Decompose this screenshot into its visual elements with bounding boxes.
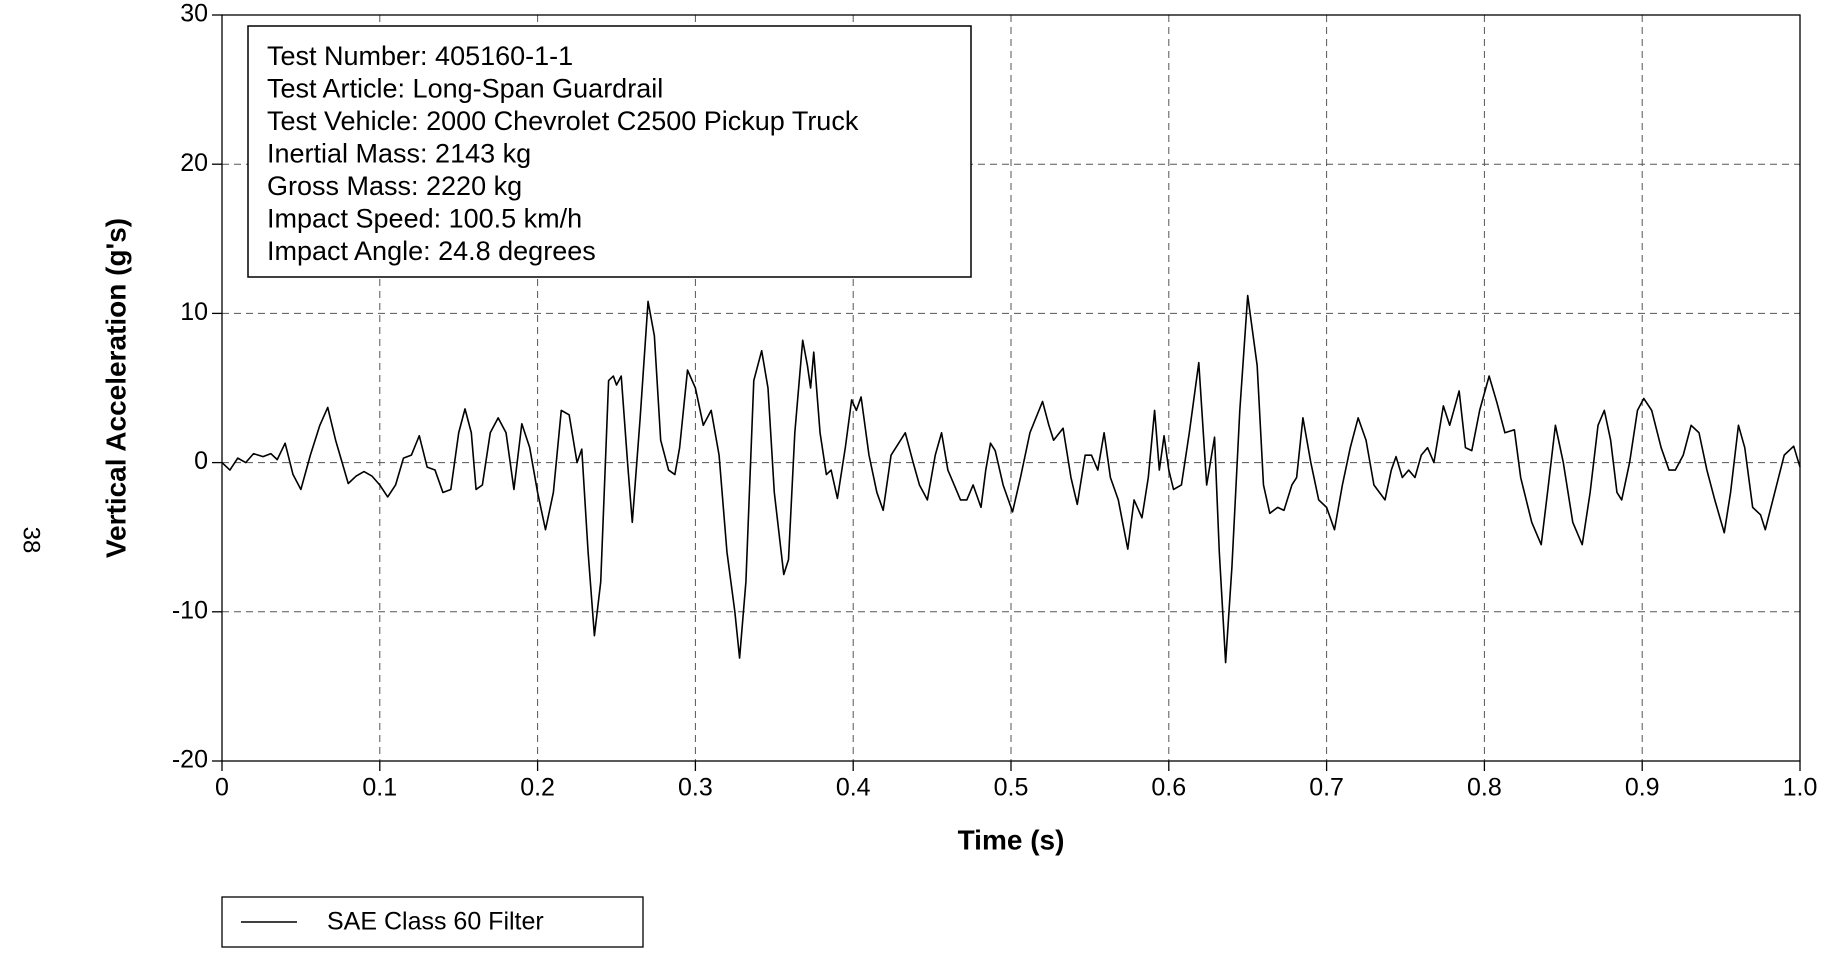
legend-label: SAE Class 60 Filter <box>327 908 544 936</box>
annotation: Gross Mass: 2220 kg <box>267 171 522 201</box>
info-box <box>247 25 972 278</box>
y-tick-label: 0 <box>194 447 208 475</box>
y-tick-label: 10 <box>180 298 208 326</box>
x-tick-label: 0.9 <box>1625 774 1660 802</box>
page-number: 38 <box>18 527 45 554</box>
y-tick-label: 30 <box>180 0 208 28</box>
x-tick-label: 0.1 <box>362 774 397 802</box>
annotation: Impact Speed: 100.5 km/h <box>267 204 582 234</box>
x-tick-label: 0.2 <box>520 774 555 802</box>
y-tick-label: -20 <box>172 746 208 774</box>
x-tick-label: 0.5 <box>994 774 1029 802</box>
x-tick-label: 1.0 <box>1783 774 1818 802</box>
annotation: Test Number: 405160-1-1 <box>267 41 573 71</box>
annotation: Impact Angle: 24.8 degrees <box>267 236 596 266</box>
data-line <box>221 294 1801 664</box>
y-tick-label: 20 <box>180 149 208 177</box>
y-axis-label: Vertical Acceleration (g's) <box>100 218 131 558</box>
y-tick-label: -10 <box>172 596 208 624</box>
annotation: Test Article: Long-Span Guardrail <box>267 74 663 104</box>
x-axis-label: Time (s) <box>958 824 1065 855</box>
x-tick-label: 0 <box>215 774 229 802</box>
annotation: Inertial Mass: 2143 kg <box>267 139 531 169</box>
x-tick-label: 0.3 <box>678 774 713 802</box>
x-tick-label: 0.7 <box>1309 774 1344 802</box>
plot-frame <box>221 14 1801 762</box>
x-tick-label: 0.6 <box>1151 774 1186 802</box>
x-tick-label: 0.8 <box>1467 774 1502 802</box>
x-tick-label: 0.4 <box>836 774 871 802</box>
annotation: Test Vehicle: 2000 Chevrolet C2500 Picku… <box>267 106 859 136</box>
